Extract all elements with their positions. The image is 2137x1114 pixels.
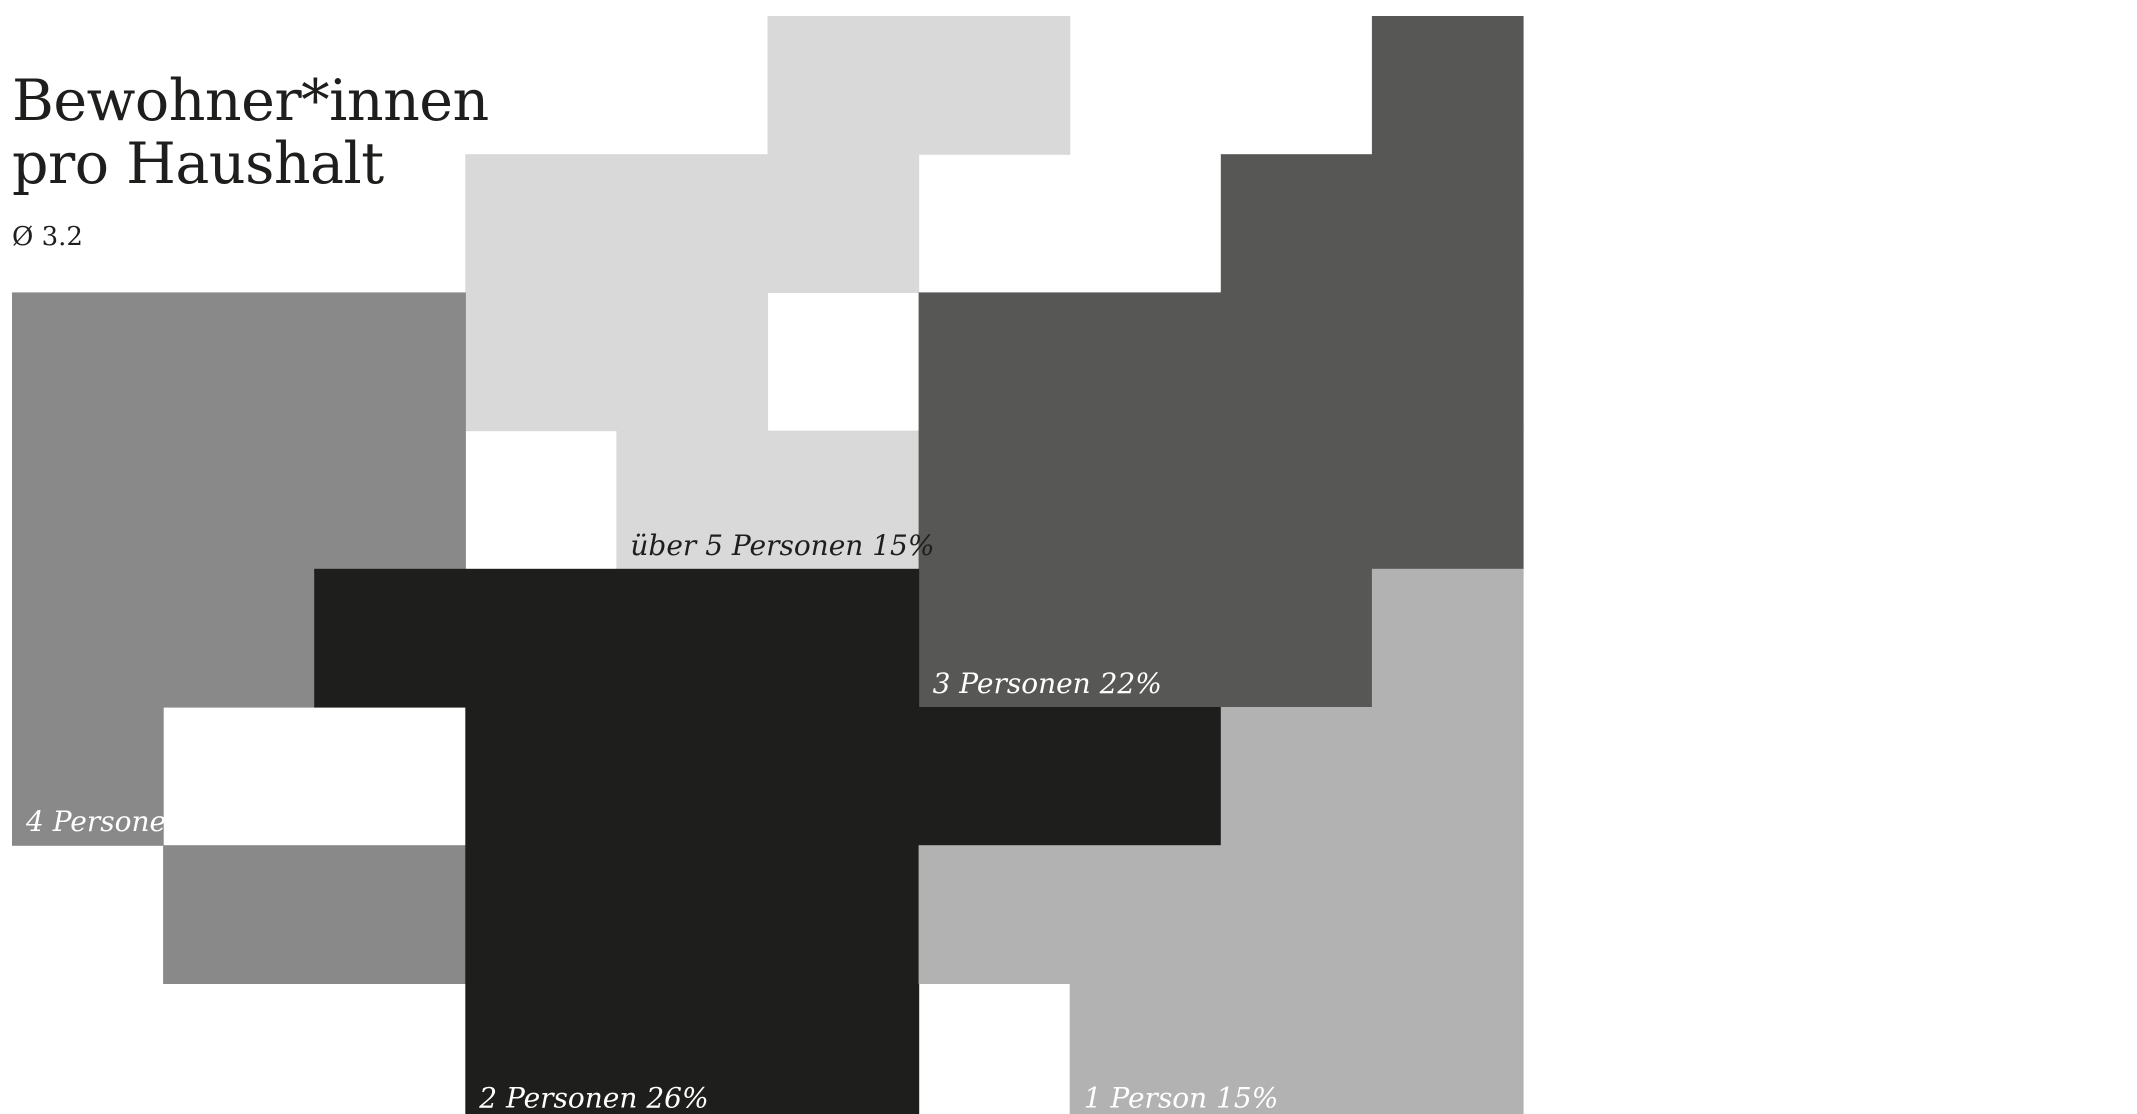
segment-block-4-personen [12, 707, 164, 846]
chart-title-line-2: pro Haushalt [12, 131, 384, 197]
segment-block-3-personen [918, 430, 1524, 570]
segment-block-3-personen [1371, 16, 1524, 155]
segment-1-person [918, 568, 1524, 1114]
segment-block-2-personen [465, 845, 920, 984]
chart-title-line-1: Bewohner*innen [12, 68, 489, 134]
segment-4-personen [12, 292, 466, 984]
segment-2-personen [314, 568, 1222, 1114]
segment-block-4-personen [163, 845, 466, 984]
segment-block-2-personen [465, 983, 920, 1114]
segment-ueber-5-personen [465, 16, 1071, 570]
segment-block-1-person [1220, 707, 1524, 846]
segment-block-3-personen [918, 292, 1524, 432]
chart-subtitle: Ø 3.2 [12, 222, 83, 252]
segment-label-4-personen: 4 Personen 22% [25, 805, 255, 838]
segment-block-1-person [918, 845, 1524, 984]
segment-block-1-person [1069, 983, 1524, 1114]
segment-block-4-personen [12, 430, 466, 570]
segment-block-3-personen [1220, 154, 1524, 293]
chart-title: Bewohner*innen pro Haushalt [12, 70, 489, 196]
segment-block-ueber-5-personen [465, 154, 920, 293]
segment-block-3-personen [918, 568, 1373, 708]
segment-block-1-person [1371, 568, 1524, 708]
segment-label-2-personen: 2 Personen 26% [478, 1082, 708, 1114]
segment-block-4-personen [12, 568, 315, 708]
segment-block-ueber-5-personen [767, 16, 1071, 155]
segment-block-2-personen [465, 707, 1222, 846]
segment-3-personen [918, 16, 1524, 708]
segment-label-3-personen: 3 Personen 22% [933, 667, 1162, 700]
segment-block-ueber-5-personen [465, 292, 769, 432]
segment-label-ueber-5-personen: über 5 Personen 15% [630, 529, 934, 562]
segment-block-4-personen [12, 292, 466, 432]
segment-block-2-personen [314, 568, 920, 708]
segment-block-ueber-5-personen [616, 430, 920, 570]
segment-label-1-person: 1 Person 15% [1084, 1082, 1279, 1114]
